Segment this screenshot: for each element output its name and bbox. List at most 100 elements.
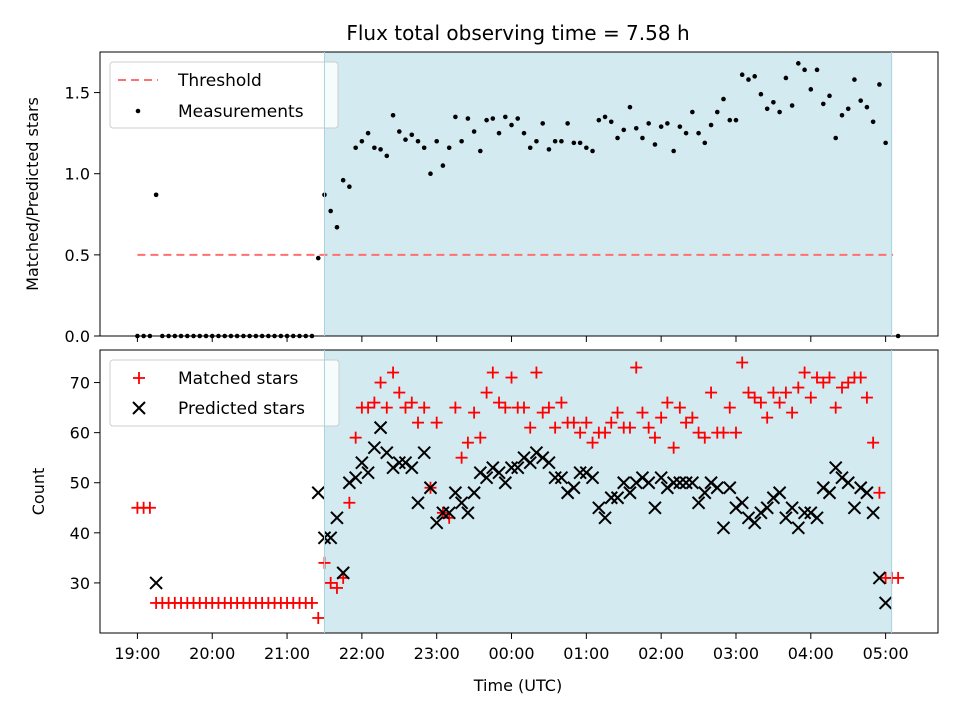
matched-star-point xyxy=(549,421,562,434)
bottom-panel: 30 40 50 60 70 19:00 20:00 21:00 22:00 23:00 00:0… xyxy=(29,349,939,695)
matched-star-point xyxy=(705,386,718,399)
bottom-y-tick-label: 60 xyxy=(70,424,90,443)
predicted-star-point xyxy=(442,506,456,520)
x-tick-label: 00:00 xyxy=(488,644,534,663)
bottom-legend-box xyxy=(109,359,340,427)
matched-star-point xyxy=(829,401,842,414)
measurement-point xyxy=(534,138,539,144)
matched-star-point xyxy=(723,401,736,414)
measurement-point xyxy=(640,135,645,141)
predicted-star-point xyxy=(791,521,806,535)
legend-predicted-label: Predicted stars xyxy=(178,399,305,419)
matched-star-point xyxy=(860,391,873,404)
legend-predicted-swatch xyxy=(132,401,146,415)
predicted-star-point xyxy=(448,486,463,500)
matched-star-point xyxy=(680,416,693,429)
measurement-point xyxy=(527,145,533,151)
matched-star-point xyxy=(330,581,343,594)
bottom-axes-frame xyxy=(99,349,939,634)
matched-star-point xyxy=(842,376,855,389)
measurement-point xyxy=(390,112,396,118)
measurement-point xyxy=(347,184,352,189)
matched-star-point xyxy=(748,391,761,404)
measurement-point xyxy=(833,135,839,141)
predicted-star-point xyxy=(617,476,631,490)
predicted-star-point xyxy=(411,496,425,510)
matched-star-point xyxy=(542,401,555,414)
measurement-point xyxy=(478,148,483,154)
matched-star-point xyxy=(736,356,749,369)
predicted-star-point xyxy=(610,491,625,505)
matched-star-point xyxy=(474,431,487,444)
measurement-point xyxy=(646,121,651,126)
predicted-star-point xyxy=(604,491,618,505)
legend-measurements-swatch xyxy=(135,108,141,114)
matched-star-point xyxy=(817,376,830,389)
predicted-star-point xyxy=(797,506,812,520)
predicted-star-point xyxy=(330,511,344,525)
predicted-star-point xyxy=(336,566,350,580)
matched-star-point xyxy=(368,396,381,409)
top-y-axis-label: Matched/Predicted stars xyxy=(23,97,42,291)
measurement-point xyxy=(733,117,739,123)
matched-star-point xyxy=(811,371,824,384)
observing-window-shade-top xyxy=(324,52,892,336)
matched-star-point xyxy=(305,596,318,609)
matched-star-point xyxy=(493,396,506,409)
legend-measurements-label: Measurements xyxy=(178,102,304,122)
predicted-star-point xyxy=(866,506,880,520)
measurement-point xyxy=(783,75,789,81)
matched-star-point xyxy=(374,376,387,389)
matched-star-point xyxy=(661,396,674,409)
top-y-tick-label: 0.0 xyxy=(65,327,90,346)
x-tick-label: 05:00 xyxy=(863,644,909,663)
matched-star-point xyxy=(761,411,774,424)
predicted-star-point xyxy=(723,481,737,495)
measurement-point xyxy=(802,67,807,73)
measurement-point xyxy=(546,147,552,152)
matched-star-point xyxy=(673,401,686,414)
matched-star-point xyxy=(611,406,624,419)
measurement-point xyxy=(571,140,577,146)
measurement-point xyxy=(509,122,514,128)
measurement-point xyxy=(471,129,477,134)
matched-star-point xyxy=(387,366,400,379)
matched-star-point xyxy=(892,571,905,584)
bottom-y-axis-label: Count xyxy=(29,468,48,516)
measurement-point xyxy=(852,77,857,82)
matched-star-point xyxy=(686,411,699,424)
measurement-point xyxy=(465,116,471,121)
predicted-star-point xyxy=(436,506,450,520)
matched-star-point xyxy=(823,371,836,384)
legend-matched-swatch xyxy=(133,372,145,384)
matched-star-point xyxy=(798,366,811,379)
measurement-point xyxy=(658,124,664,129)
matched-star-point xyxy=(499,401,512,414)
measurement-point xyxy=(440,163,446,168)
matched-star-point xyxy=(468,406,481,419)
predicted-star-point xyxy=(355,455,369,470)
measurement-point xyxy=(153,192,159,198)
matched-star-point xyxy=(405,396,418,409)
x-tick-label: 01:00 xyxy=(563,644,609,663)
bottom-y-tick-label: 40 xyxy=(70,524,90,543)
predicted-star-point xyxy=(598,511,612,525)
predicted-star-point xyxy=(716,521,731,535)
predicted-star-point xyxy=(461,506,475,520)
predicted-star-point xyxy=(860,486,874,500)
matched-star-point xyxy=(779,386,792,399)
x-axis-label: Time (UTC) xyxy=(473,676,562,695)
matched-star-point xyxy=(804,391,817,404)
matched-star-point xyxy=(642,421,655,434)
predicted-star-point xyxy=(511,461,525,475)
predicted-star-point xyxy=(467,486,481,500)
bottom-y-tick-label: 50 xyxy=(70,474,90,493)
matched-star-point xyxy=(773,396,786,409)
predicted-star-point xyxy=(311,486,325,500)
predicted-star-point xyxy=(829,461,843,475)
x-tick-label: 20:00 xyxy=(189,644,235,663)
predicted-star-point xyxy=(641,476,656,490)
measurement-point xyxy=(409,132,415,138)
bottom-legend: Matched stars Predicted stars xyxy=(109,359,340,427)
matched-star-point xyxy=(667,441,680,454)
